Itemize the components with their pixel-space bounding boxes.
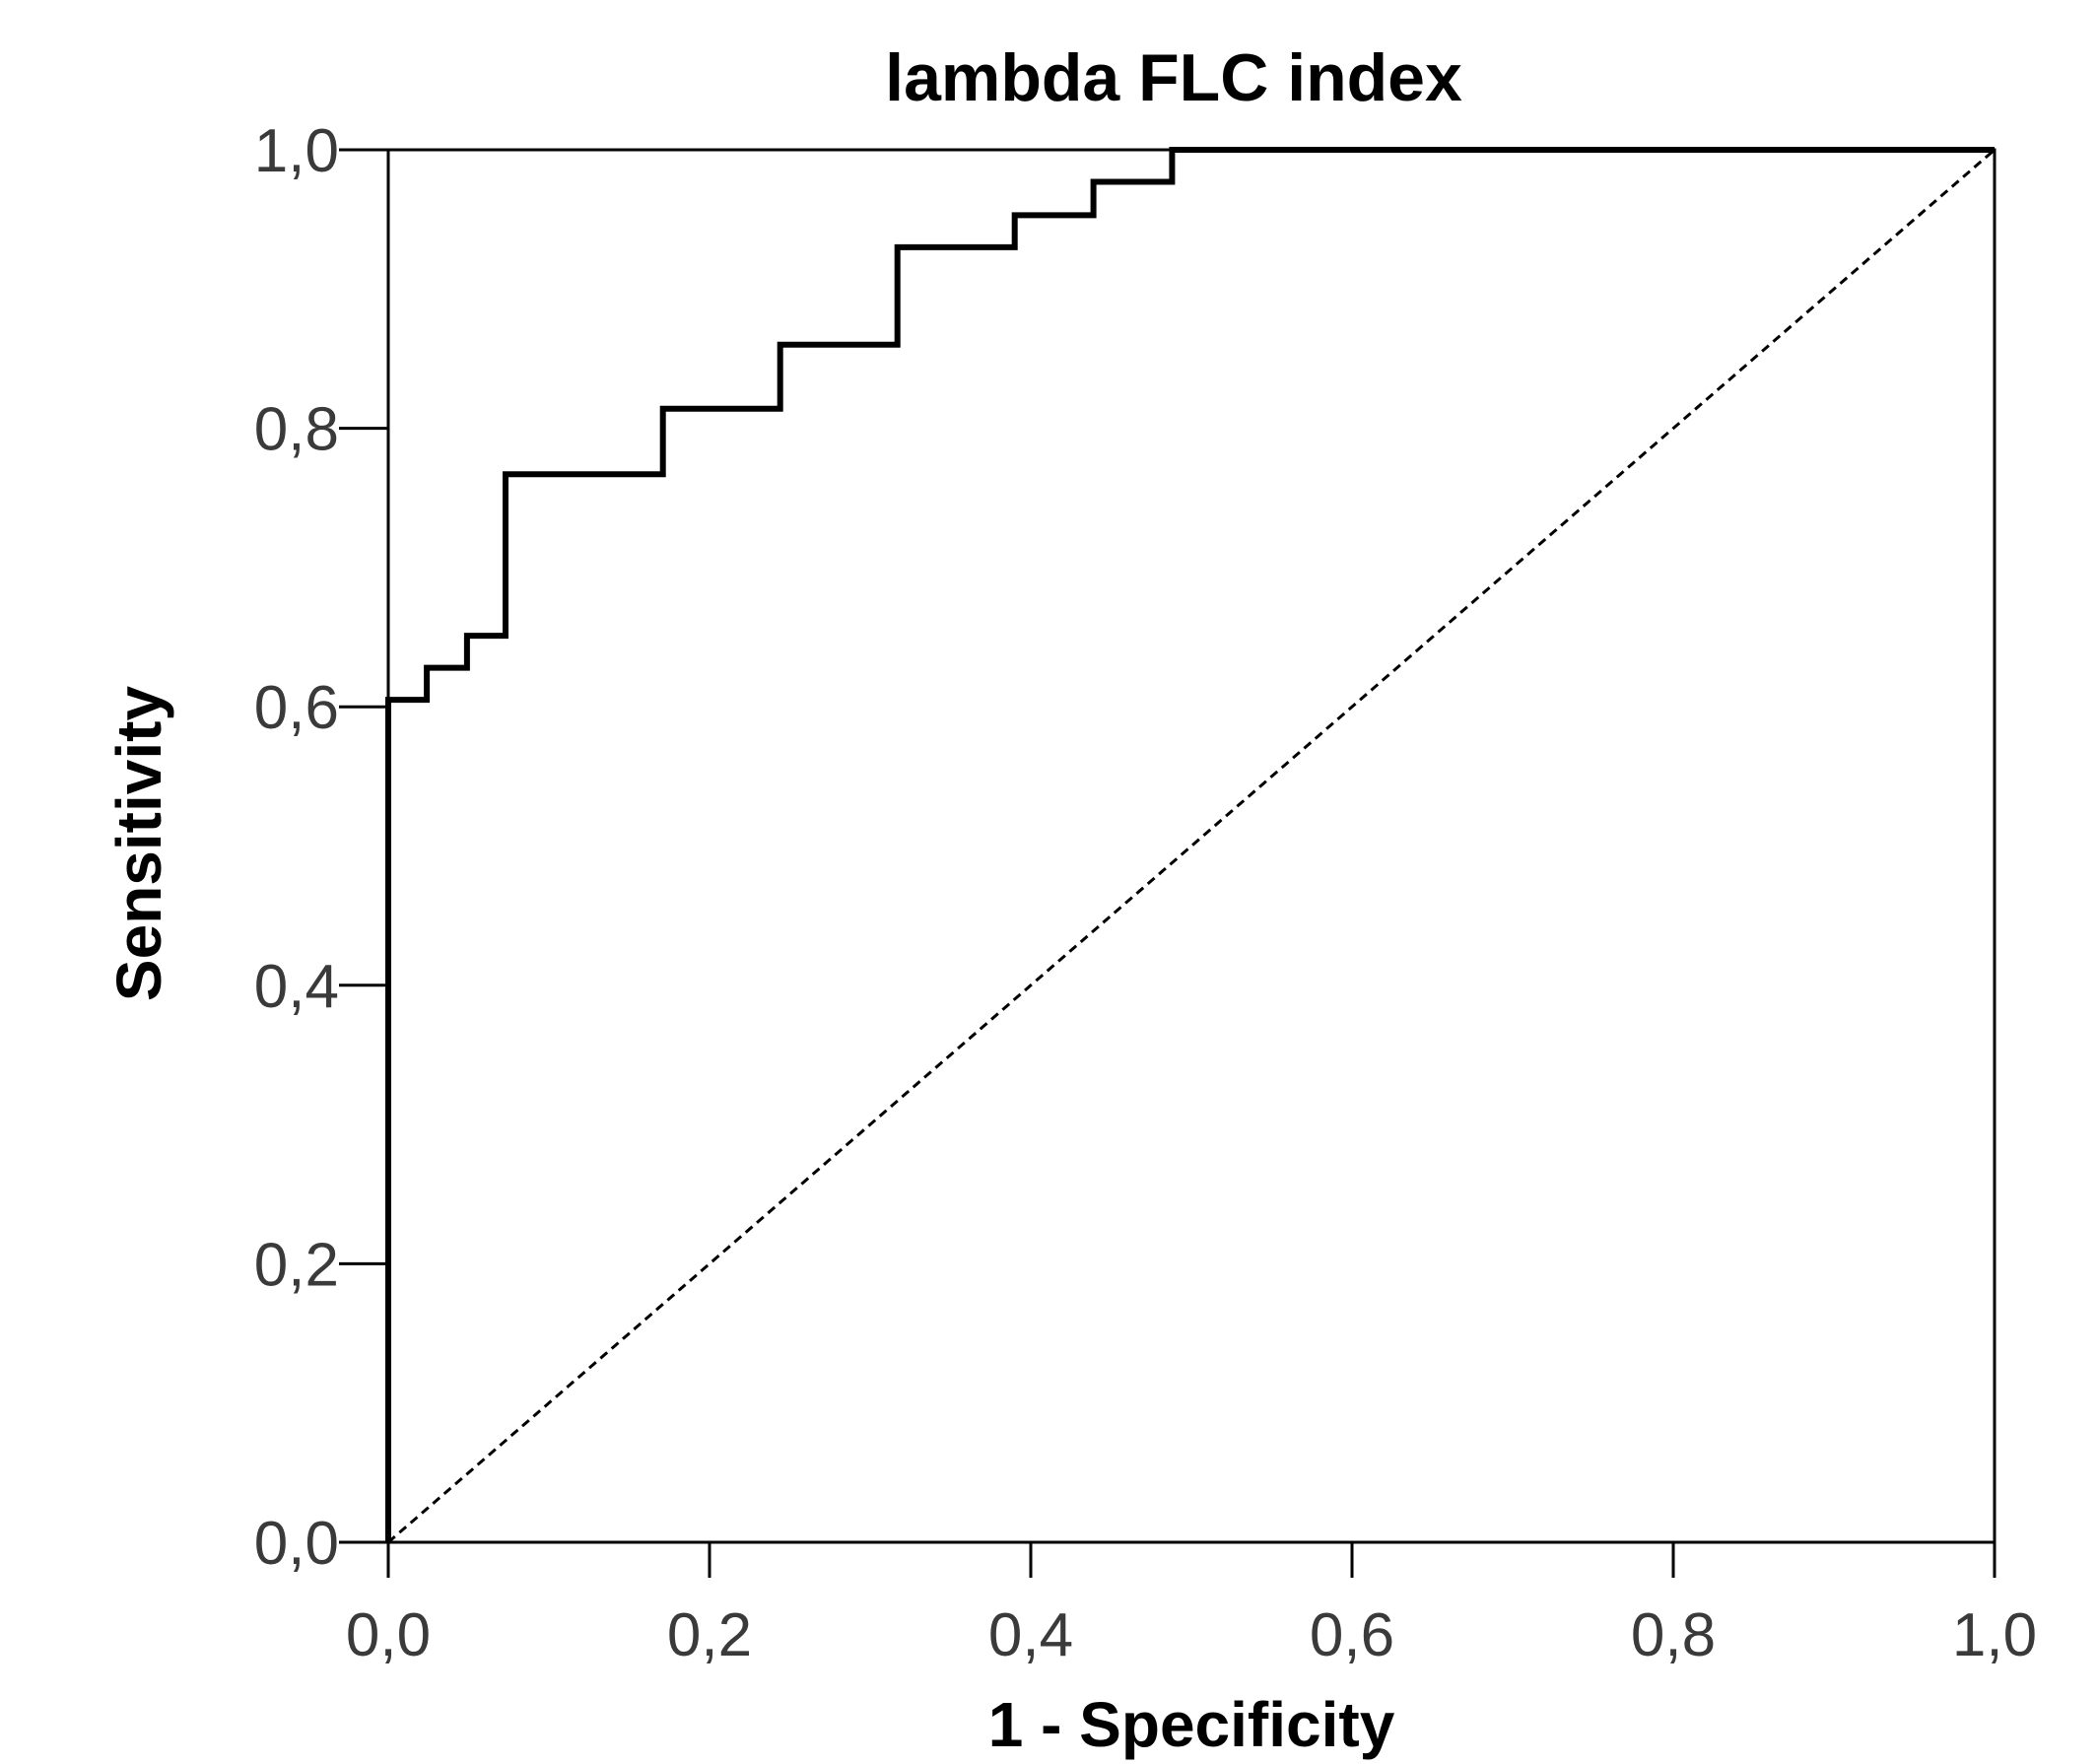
- series-layer: [385, 147, 1996, 1544]
- y-tick-label: 0,8: [254, 396, 339, 464]
- y-tick-label: 1,0: [254, 117, 339, 185]
- roc-curve-line: [385, 147, 1995, 1542]
- x-tick-label: 0,6: [1310, 1601, 1394, 1669]
- y-axis-ticks: 0,0 0,2 0,4 0,6 0,8 1,0: [254, 117, 388, 1578]
- x-tick-label: 0,0: [346, 1601, 431, 1669]
- y-tick-label: 0,2: [254, 1231, 339, 1299]
- x-axis-ticks: 0,0 0,2 0,4 0,6 0,8 1,0: [346, 1542, 2037, 1669]
- y-tick-label: 0,6: [254, 674, 339, 742]
- y-axis-label: Sensitivity: [103, 686, 174, 1002]
- x-axis-label: 1 - Specificity: [988, 1689, 1395, 1760]
- y-tick-label: 0,4: [254, 953, 339, 1021]
- y-tick-label: 0,0: [254, 1510, 339, 1578]
- x-tick-label: 0,8: [1631, 1601, 1716, 1669]
- x-tick-label: 0,2: [667, 1601, 752, 1669]
- chart-title: lambda FLC index: [885, 40, 1462, 115]
- x-tick-label: 1,0: [1952, 1601, 2037, 1669]
- x-tick-label: 0,4: [988, 1601, 1073, 1669]
